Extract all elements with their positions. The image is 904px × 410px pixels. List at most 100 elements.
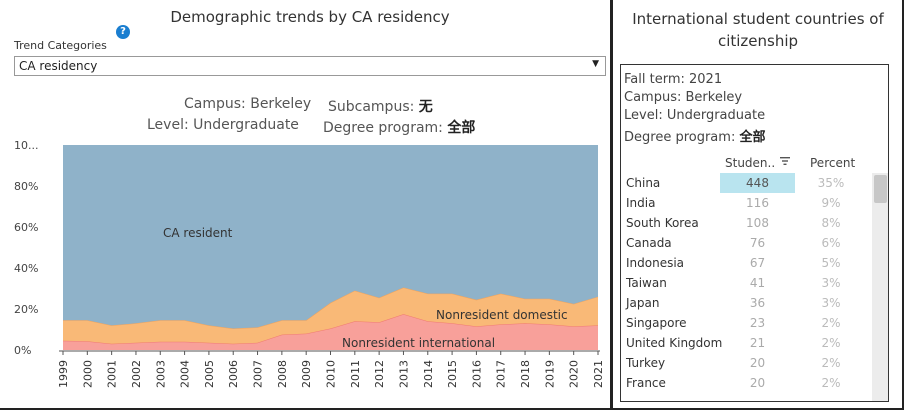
level-filter-label: Level:	[624, 108, 663, 123]
degree-meta: Degree program: 全部	[323, 117, 475, 137]
country-cell: Singapore	[626, 316, 687, 330]
table-row[interactable]: Taiwan 41 3%	[621, 273, 871, 293]
x-tick-label: 2001	[106, 360, 119, 388]
subcampus-meta: Subcampus: 无	[328, 96, 433, 116]
x-tick-label: 2018	[519, 360, 532, 388]
term-filter: Fall term: 2021	[624, 72, 722, 87]
students-cell: 20	[749, 376, 766, 390]
x-tick-label: 2006	[227, 360, 240, 388]
x-tick-label: 2019	[543, 360, 556, 388]
degree-label: Degree program:	[323, 120, 443, 136]
x-tick-label: 2000	[81, 360, 94, 388]
campus-filter: Campus: Berkeley	[624, 90, 742, 105]
y-axis: 0% 20% 40% 60% 80% 10...	[14, 139, 39, 357]
percent-cell: 2%	[821, 336, 841, 350]
y-tick-label: 20%	[14, 303, 38, 316]
x-tick-label: 2012	[373, 360, 386, 388]
country-cell: Canada	[626, 236, 672, 250]
table-row[interactable]: China 448 35%	[621, 173, 871, 193]
vertical-scrollbar[interactable]	[872, 173, 888, 401]
ca-resident-label: CA resident	[163, 226, 233, 240]
nonresident-international-label: Nonresident international	[342, 336, 495, 350]
sort-descending-icon[interactable]	[780, 156, 790, 166]
percent-cell: 6%	[821, 236, 841, 250]
x-tick-label: 1999	[57, 360, 70, 388]
level-value: Undergraduate	[193, 117, 299, 133]
x-tick-label: 2004	[179, 360, 192, 388]
table-row[interactable]: Singapore 23 2%	[621, 313, 871, 333]
country-cell: Turkey	[626, 356, 666, 370]
table-row[interactable]: Japan 36 3%	[621, 293, 871, 313]
degree-value: 全部	[447, 120, 476, 136]
x-tick-label: 2017	[495, 360, 508, 388]
level-filter: Level: Undergraduate	[624, 108, 765, 123]
country-cell: Indonesia	[626, 256, 685, 270]
x-tick-label: 2013	[398, 360, 411, 388]
x-tick-label: 2008	[276, 360, 289, 388]
area-ca-resident[interactable]	[63, 145, 598, 329]
level-label: Level:	[147, 117, 189, 133]
percent-cell: 9%	[821, 196, 841, 210]
x-tick-label: 2020	[568, 360, 581, 388]
students-cell: 448	[720, 173, 795, 193]
x-tick-label: 2016	[470, 360, 483, 388]
students-cell: 116	[746, 196, 769, 210]
students-cell: 67	[749, 256, 766, 270]
percent-cell: 35%	[817, 176, 845, 190]
help-icon[interactable]: ?	[116, 25, 130, 39]
table-row[interactable]: Canada 76 6%	[621, 233, 871, 253]
area-series-group	[62, 145, 599, 350]
country-cell: India	[626, 196, 656, 210]
x-tick-label: 2011	[349, 360, 362, 388]
students-cell: 108	[746, 216, 769, 230]
x-tick-label: 2007	[252, 360, 265, 388]
y-tick-label: 0%	[14, 344, 31, 357]
students-cell: 20	[749, 356, 766, 370]
citizenship-title-line2: citizenship	[717, 32, 799, 50]
y-tick-label: 10...	[14, 139, 39, 152]
degree-filter: Degree program: 全部	[624, 126, 765, 145]
area-nonresident-domestic[interactable]	[63, 287, 598, 344]
table-row[interactable]: Turkey 20 2%	[621, 353, 871, 373]
country-cell: France	[626, 376, 666, 390]
students-column-header[interactable]: Studen..	[725, 156, 776, 170]
trend-category-select[interactable]: CA residency ▼	[14, 56, 606, 76]
residency-trend-panel: Demographic trends by CA residency ? Tre…	[0, 0, 612, 410]
trend-categories-label: Trend Categories	[14, 39, 107, 52]
level-meta: Level: Undergraduate	[147, 117, 299, 133]
country-cell: China	[626, 176, 661, 190]
campus-filter-value: Berkeley	[685, 90, 743, 105]
percent-cell: 2%	[821, 356, 841, 370]
subcampus-label: Subcampus:	[328, 99, 415, 115]
scrollbar-thumb[interactable]	[874, 175, 887, 203]
residency-area-chart: 0% 20% 40% 60% 80% 10... 1999 2000 2001 2002 2003…	[14, 139, 605, 388]
degree-filter-value: 全部	[739, 130, 766, 145]
level-filter-value: Undergraduate	[666, 108, 766, 123]
percent-cell: 3%	[821, 276, 841, 290]
term-value: 2021	[689, 72, 723, 87]
trend-category-value: CA residency	[19, 59, 98, 73]
percent-cell: 8%	[821, 216, 841, 230]
students-cell: 41	[749, 276, 766, 290]
table-row[interactable]: South Korea 108 8%	[621, 213, 871, 233]
x-tick-label: 2014	[422, 360, 435, 388]
citizenship-table-box: Fall term: 2021 Campus: Berkeley Level: …	[620, 64, 889, 402]
students-cell: 21	[749, 336, 766, 350]
table-row[interactable]: Indonesia 67 5%	[621, 253, 871, 273]
area-nonresident-international[interactable]	[63, 314, 598, 350]
degree-filter-label: Degree program:	[624, 130, 736, 145]
table-row[interactable]: India 116 9%	[621, 193, 871, 213]
y-tick-label: 40%	[14, 262, 38, 275]
residency-chart-title: Demographic trends by CA residency	[170, 8, 450, 26]
chevron-down-icon[interactable]: ▼	[592, 59, 599, 69]
citizenship-title-line1: International student countries of	[632, 10, 884, 28]
country-cell: Japan	[626, 296, 660, 310]
table-row[interactable]: United Kingdom 21 2%	[621, 333, 871, 353]
percent-column-header[interactable]: Percent	[810, 156, 856, 170]
table-row[interactable]: France 20 2%	[621, 373, 871, 393]
x-tick-label: 2015	[446, 360, 459, 388]
x-tick-label: 2005	[203, 360, 216, 388]
subcampus-value: 无	[418, 99, 433, 115]
x-tick-label: 2003	[154, 360, 167, 388]
students-cell: 76	[749, 236, 766, 250]
